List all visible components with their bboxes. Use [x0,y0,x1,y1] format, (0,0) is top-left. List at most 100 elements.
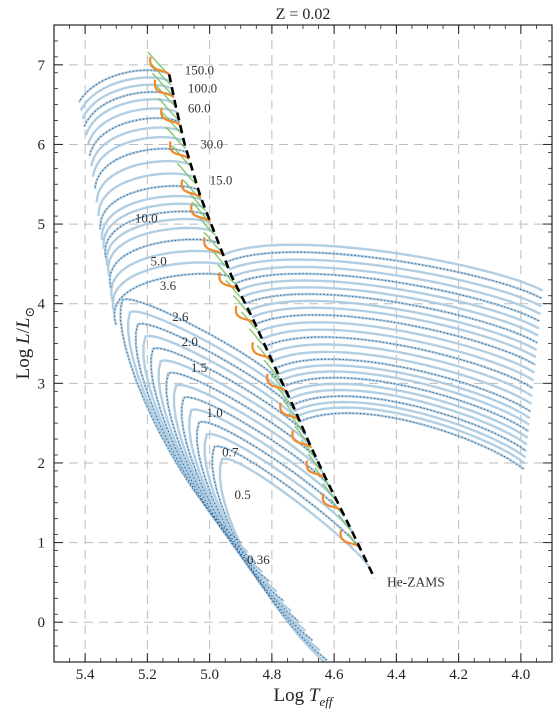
blue-track-left [90,126,183,167]
blue-track-left [81,83,173,120]
orange-track [168,141,190,160]
blue-track-right [258,321,535,374]
green-track [203,231,223,253]
chart-title: Z = 0.02 [276,6,331,23]
mass-label: 150.0 [185,62,214,77]
orange-track [251,342,273,361]
blue-track-right [268,343,533,398]
blue-track-left [113,272,233,326]
y-tick-label: 0 [38,615,46,631]
blue-track-left [110,249,224,301]
green-track [282,400,299,419]
x-tick-label: 4.2 [449,667,468,683]
dotted-track-right [283,377,529,432]
y-tick-labels: 0 1 2 3 4 5 6 7 [38,58,46,631]
orange-track [234,305,256,325]
blue-track-right [277,364,531,420]
orange-track [279,402,300,421]
green-track [276,387,294,406]
blue-track-right [261,328,535,382]
blue-track-right [251,306,537,359]
blue-track-left [86,107,178,146]
green-track [232,295,251,315]
green-track [217,264,236,285]
green-track [337,514,352,531]
dotted-track-right [299,412,525,470]
mass-label: 1.0 [207,405,223,420]
orange-tracks [148,56,361,549]
dotted-track-low [211,445,361,661]
blue-track-low [195,420,346,642]
blue-track-right [297,406,526,465]
dotted-track-right [245,293,538,344]
orange-track [153,79,175,99]
mass-label: 5.0 [150,253,166,268]
blue-track-left [111,261,229,314]
blue-track-left [99,184,199,230]
y-tick-label: 2 [38,456,46,472]
green-track [256,344,274,364]
green-track [225,279,244,300]
x-tick-labels: 5.4 5.2 5.0 4.8 4.6 4.4 4.2 4.0 [76,667,531,683]
mass-label: 100.0 [188,81,217,96]
orange-track [339,529,361,549]
mass-label: 2.6 [172,309,189,324]
green-track [263,359,281,379]
mass-label: 30.0 [200,136,223,151]
blue-track-right [222,243,544,292]
y-tick-label: 3 [38,376,46,392]
blue-track-right [292,394,527,453]
mass-label: 1.5 [191,360,207,375]
blue-track-left [97,172,196,216]
x-axis-title: Log Teff [274,685,335,709]
x-tick-label: 4.4 [387,667,406,683]
blue-track-left [103,210,209,258]
x-tick-label: 5.4 [76,667,95,683]
y-tick-label: 7 [38,58,46,74]
green-track [248,328,266,348]
green-track [322,483,337,500]
green-track [151,72,174,96]
blue-track-left [95,159,192,203]
blue-track-right [289,388,528,446]
he-zams-annotation: He-ZAMS [387,574,445,589]
mass-labels: 150.0 100.0 60.0 30.0 15.0 10.0 5.0 3.6 2.6 2.0 1.… [135,62,270,567]
x-tick-label: 4.8 [263,667,282,683]
dotted-track-right [255,314,536,366]
green-track [176,162,198,185]
x-tick-label: 4.6 [325,667,344,683]
y-tick-label: 4 [38,297,46,313]
dotted-track-low [181,396,331,622]
y-tick-label: 5 [38,217,46,233]
mass-label: 60.0 [188,101,211,116]
blue-track-right [280,370,530,426]
dotted-track-low [119,298,284,543]
y-tick-label: 6 [38,137,46,153]
blue-track-right [264,335,534,390]
x-tick-label: 5.2 [138,667,157,683]
blue-track-right [248,299,538,352]
blue-track-left [105,217,212,267]
dotted-track-right [275,358,531,413]
dotted-track-left [89,117,180,156]
blue-track-left [93,147,188,190]
blue-track-right [241,286,539,337]
green-track [300,439,316,457]
y-tick-label: 1 [38,536,46,552]
orange-track [160,107,181,127]
mass-label: 0.5 [235,487,251,502]
green-track [329,498,344,515]
blue-track-left [100,194,203,241]
dotted-track-low [165,372,318,602]
green-track [294,425,310,444]
green-track [154,83,177,107]
dotted-track-right [235,273,540,322]
blue-track-left [84,98,176,136]
blue-track-right [286,382,529,439]
y-axis-title: Log L/L⊙ [13,307,37,380]
orange-track [218,272,240,291]
dotted-track-left [94,148,188,190]
orange-track [321,493,343,512]
evolution-tracks [77,68,544,662]
